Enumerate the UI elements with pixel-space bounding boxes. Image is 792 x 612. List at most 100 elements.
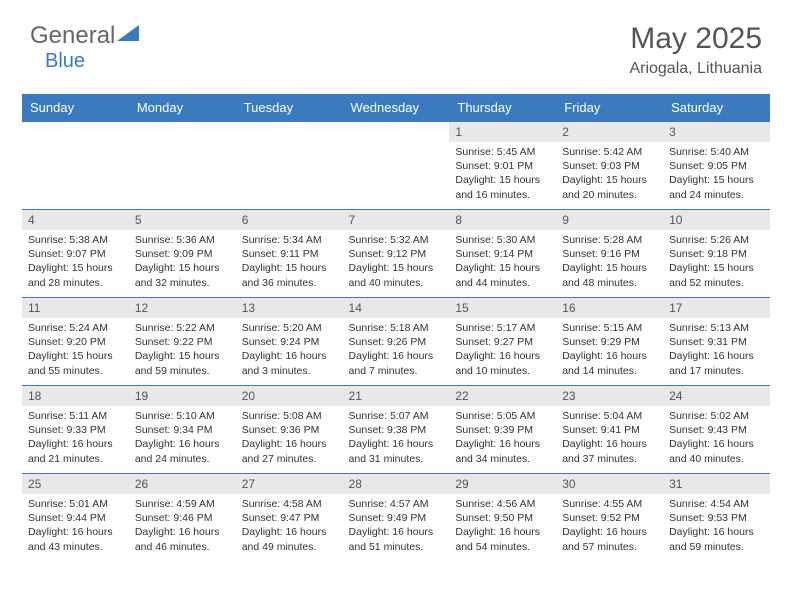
- calendar-day-cell: 1Sunrise: 5:45 AMSunset: 9:01 PMDaylight…: [449, 122, 556, 210]
- calendar-day-cell: 28Sunrise: 4:57 AMSunset: 9:49 PMDayligh…: [343, 474, 450, 562]
- day-details: Sunrise: 5:04 AMSunset: 9:41 PMDaylight:…: [556, 406, 663, 469]
- calendar-day-cell: 24Sunrise: 5:02 AMSunset: 9:43 PMDayligh…: [663, 386, 770, 474]
- day-details: Sunrise: 4:57 AMSunset: 9:49 PMDaylight:…: [343, 494, 450, 557]
- weekday-header: Sunday: [22, 94, 129, 122]
- day-number: 4: [22, 210, 129, 230]
- calendar-day-cell: 10Sunrise: 5:26 AMSunset: 9:18 PMDayligh…: [663, 210, 770, 298]
- day-number: 19: [129, 386, 236, 406]
- calendar-day-cell: 31Sunrise: 4:54 AMSunset: 9:53 PMDayligh…: [663, 474, 770, 562]
- weekday-header: Tuesday: [236, 94, 343, 122]
- calendar-day-cell: 5Sunrise: 5:36 AMSunset: 9:09 PMDaylight…: [129, 210, 236, 298]
- calendar-empty-cell: [343, 122, 450, 210]
- calendar-day-cell: 3Sunrise: 5:40 AMSunset: 9:05 PMDaylight…: [663, 122, 770, 210]
- day-number: 31: [663, 474, 770, 494]
- day-details: Sunrise: 5:02 AMSunset: 9:43 PMDaylight:…: [663, 406, 770, 469]
- day-number: 24: [663, 386, 770, 406]
- day-details: Sunrise: 5:32 AMSunset: 9:12 PMDaylight:…: [343, 230, 450, 293]
- calendar-day-cell: 9Sunrise: 5:28 AMSunset: 9:16 PMDaylight…: [556, 210, 663, 298]
- weekday-header: Wednesday: [343, 94, 450, 122]
- day-details: Sunrise: 5:30 AMSunset: 9:14 PMDaylight:…: [449, 230, 556, 293]
- calendar-row: 4Sunrise: 5:38 AMSunset: 9:07 PMDaylight…: [22, 210, 770, 298]
- logo-text-general: General: [30, 22, 115, 50]
- weekday-header: Friday: [556, 94, 663, 122]
- calendar-day-cell: 22Sunrise: 5:05 AMSunset: 9:39 PMDayligh…: [449, 386, 556, 474]
- weekday-header-row: SundayMondayTuesdayWednesdayThursdayFrid…: [22, 94, 770, 122]
- calendar-empty-cell: [22, 122, 129, 210]
- day-number: 20: [236, 386, 343, 406]
- calendar-day-cell: 27Sunrise: 4:58 AMSunset: 9:47 PMDayligh…: [236, 474, 343, 562]
- day-number: 30: [556, 474, 663, 494]
- day-number: 27: [236, 474, 343, 494]
- day-number: 26: [129, 474, 236, 494]
- logo: General: [30, 22, 139, 50]
- calendar-row: 1Sunrise: 5:45 AMSunset: 9:01 PMDaylight…: [22, 122, 770, 210]
- day-details: Sunrise: 5:13 AMSunset: 9:31 PMDaylight:…: [663, 318, 770, 381]
- calendar-day-cell: 7Sunrise: 5:32 AMSunset: 9:12 PMDaylight…: [343, 210, 450, 298]
- calendar-empty-cell: [129, 122, 236, 210]
- calendar-day-cell: 26Sunrise: 4:59 AMSunset: 9:46 PMDayligh…: [129, 474, 236, 562]
- calendar-day-cell: 8Sunrise: 5:30 AMSunset: 9:14 PMDaylight…: [449, 210, 556, 298]
- weekday-header: Saturday: [663, 94, 770, 122]
- calendar-day-cell: 16Sunrise: 5:15 AMSunset: 9:29 PMDayligh…: [556, 298, 663, 386]
- calendar-day-cell: 4Sunrise: 5:38 AMSunset: 9:07 PMDaylight…: [22, 210, 129, 298]
- day-number: 16: [556, 298, 663, 318]
- day-number: 12: [129, 298, 236, 318]
- calendar-day-cell: 20Sunrise: 5:08 AMSunset: 9:36 PMDayligh…: [236, 386, 343, 474]
- day-number: 3: [663, 122, 770, 142]
- day-details: Sunrise: 5:45 AMSunset: 9:01 PMDaylight:…: [449, 142, 556, 205]
- calendar-day-cell: 14Sunrise: 5:18 AMSunset: 9:26 PMDayligh…: [343, 298, 450, 386]
- calendar-table: SundayMondayTuesdayWednesdayThursdayFrid…: [22, 94, 770, 562]
- day-number: 1: [449, 122, 556, 142]
- day-details: Sunrise: 5:24 AMSunset: 9:20 PMDaylight:…: [22, 318, 129, 381]
- calendar-day-cell: 2Sunrise: 5:42 AMSunset: 9:03 PMDaylight…: [556, 122, 663, 210]
- day-details: Sunrise: 5:07 AMSunset: 9:38 PMDaylight:…: [343, 406, 450, 469]
- day-details: Sunrise: 5:34 AMSunset: 9:11 PMDaylight:…: [236, 230, 343, 293]
- calendar-day-cell: 29Sunrise: 4:56 AMSunset: 9:50 PMDayligh…: [449, 474, 556, 562]
- day-details: Sunrise: 5:15 AMSunset: 9:29 PMDaylight:…: [556, 318, 663, 381]
- calendar-day-cell: 13Sunrise: 5:20 AMSunset: 9:24 PMDayligh…: [236, 298, 343, 386]
- calendar-day-cell: 25Sunrise: 5:01 AMSunset: 9:44 PMDayligh…: [22, 474, 129, 562]
- day-number: 18: [22, 386, 129, 406]
- calendar-row: 25Sunrise: 5:01 AMSunset: 9:44 PMDayligh…: [22, 474, 770, 562]
- day-number: 22: [449, 386, 556, 406]
- calendar-row: 18Sunrise: 5:11 AMSunset: 9:33 PMDayligh…: [22, 386, 770, 474]
- day-details: Sunrise: 5:26 AMSunset: 9:18 PMDaylight:…: [663, 230, 770, 293]
- day-details: Sunrise: 4:54 AMSunset: 9:53 PMDaylight:…: [663, 494, 770, 557]
- day-number: 23: [556, 386, 663, 406]
- day-number: 17: [663, 298, 770, 318]
- calendar-body: 1Sunrise: 5:45 AMSunset: 9:01 PMDaylight…: [22, 122, 770, 562]
- day-details: Sunrise: 5:18 AMSunset: 9:26 PMDaylight:…: [343, 318, 450, 381]
- logo-triangle-icon: [117, 22, 139, 50]
- day-details: Sunrise: 5:28 AMSunset: 9:16 PMDaylight:…: [556, 230, 663, 293]
- day-number: 13: [236, 298, 343, 318]
- calendar-day-cell: 21Sunrise: 5:07 AMSunset: 9:38 PMDayligh…: [343, 386, 450, 474]
- calendar-day-cell: 11Sunrise: 5:24 AMSunset: 9:20 PMDayligh…: [22, 298, 129, 386]
- day-details: Sunrise: 5:17 AMSunset: 9:27 PMDaylight:…: [449, 318, 556, 381]
- calendar-row: 11Sunrise: 5:24 AMSunset: 9:20 PMDayligh…: [22, 298, 770, 386]
- calendar-day-cell: 30Sunrise: 4:55 AMSunset: 9:52 PMDayligh…: [556, 474, 663, 562]
- calendar-day-cell: 12Sunrise: 5:22 AMSunset: 9:22 PMDayligh…: [129, 298, 236, 386]
- day-number: 2: [556, 122, 663, 142]
- day-details: Sunrise: 5:42 AMSunset: 9:03 PMDaylight:…: [556, 142, 663, 205]
- day-details: Sunrise: 5:20 AMSunset: 9:24 PMDaylight:…: [236, 318, 343, 381]
- weekday-header: Thursday: [449, 94, 556, 122]
- page-header: General May 2025 Ariogala, Lithuania: [0, 0, 792, 88]
- logo-text-blue: Blue: [45, 50, 85, 73]
- day-number: 8: [449, 210, 556, 230]
- day-number: 14: [343, 298, 450, 318]
- day-number: 9: [556, 210, 663, 230]
- day-number: 28: [343, 474, 450, 494]
- day-number: 21: [343, 386, 450, 406]
- day-number: 25: [22, 474, 129, 494]
- day-details: Sunrise: 5:08 AMSunset: 9:36 PMDaylight:…: [236, 406, 343, 469]
- location-label: Ariogala, Lithuania: [629, 60, 762, 78]
- calendar-empty-cell: [236, 122, 343, 210]
- day-number: 6: [236, 210, 343, 230]
- day-details: Sunrise: 5:22 AMSunset: 9:22 PMDaylight:…: [129, 318, 236, 381]
- day-number: 10: [663, 210, 770, 230]
- calendar-day-cell: 19Sunrise: 5:10 AMSunset: 9:34 PMDayligh…: [129, 386, 236, 474]
- day-details: Sunrise: 4:58 AMSunset: 9:47 PMDaylight:…: [236, 494, 343, 557]
- day-number: 7: [343, 210, 450, 230]
- day-details: Sunrise: 5:01 AMSunset: 9:44 PMDaylight:…: [22, 494, 129, 557]
- month-title: May 2025: [629, 22, 762, 56]
